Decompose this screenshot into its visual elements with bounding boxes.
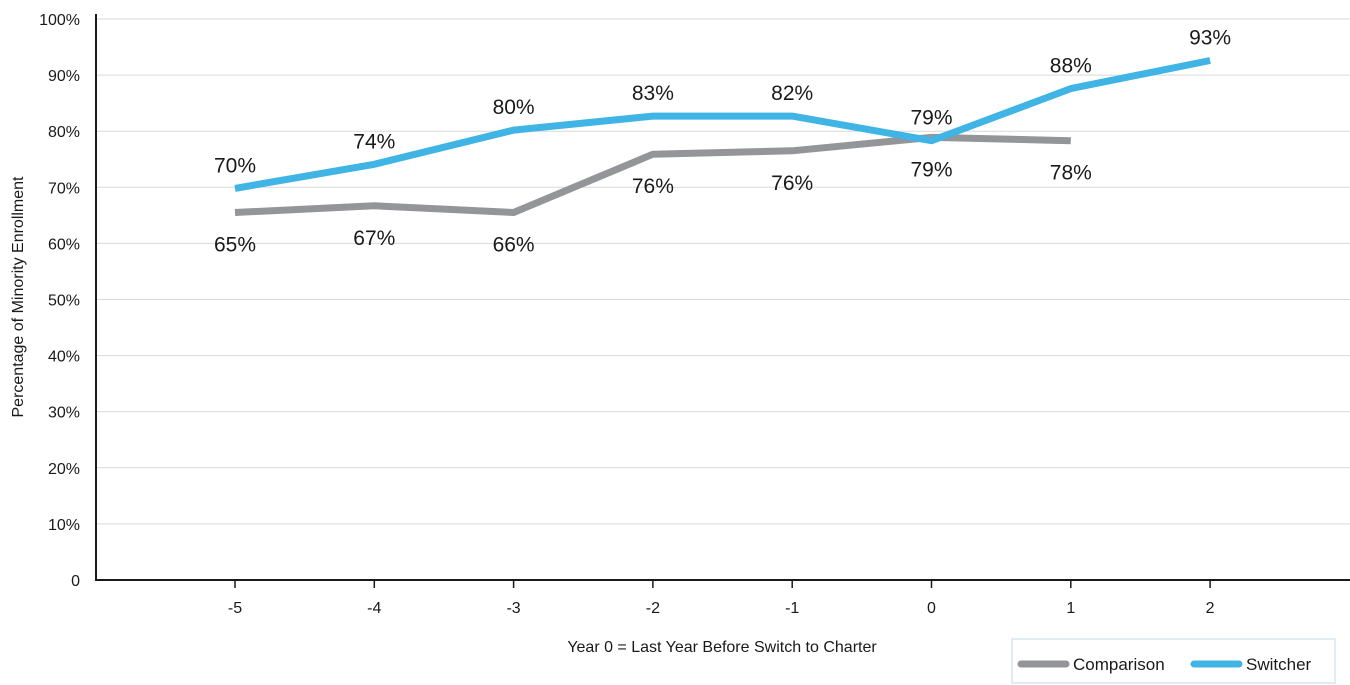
y-tick-label: 90%: [48, 68, 80, 85]
gridlines: [96, 18, 1350, 525]
data-label-switcher: 70%: [214, 154, 256, 177]
x-tick-label: -4: [367, 600, 381, 617]
data-label-comparison: 66%: [493, 234, 535, 257]
y-tick-label: 10%: [48, 517, 80, 534]
y-tick-label: 0: [71, 573, 80, 590]
series-lines: [234, 57, 1211, 216]
y-tick-label: 70%: [48, 180, 80, 197]
data-label-switcher: 74%: [353, 130, 395, 153]
legend-label-comparison: Comparison: [1073, 655, 1165, 674]
x-tick-label: 1: [1066, 600, 1075, 617]
x-tick-label: 0: [927, 600, 936, 617]
x-axis-ticks: -5 -4 -3 -2 -1 0 1 2: [228, 580, 1215, 617]
y-tick-label: 20%: [48, 461, 80, 478]
y-tick-label: 50%: [48, 293, 80, 310]
legend: Comparison Switcher: [1011, 638, 1336, 684]
data-label-comparison: 79%: [910, 158, 952, 181]
data-label-switcher: 83%: [632, 82, 674, 105]
y-tick-label: 30%: [48, 405, 80, 422]
data-label-comparison: 67%: [353, 227, 395, 250]
data-label-switcher: 80%: [493, 96, 535, 119]
series-line-switcher: [234, 57, 1211, 192]
y-axis-title: Percentage of Minority Enrollment: [10, 176, 27, 418]
data-label-comparison: 76%: [632, 175, 674, 198]
data-label-comparison: 78%: [1050, 162, 1092, 185]
y-tick-label: 40%: [48, 349, 80, 366]
x-tick-label: -3: [506, 600, 520, 617]
data-label-switcher: 79%: [910, 107, 952, 130]
data-label-switcher: 88%: [1050, 55, 1092, 78]
x-tick-label: 2: [1206, 600, 1215, 617]
y-tick-label: 60%: [48, 236, 80, 253]
y-axis-ticks: 0 10% 20% 30% 40% 50% 60% 70% 80% 90% 100%: [39, 12, 80, 590]
x-axis-title: Year 0 = Last Year Before Switch to Char…: [567, 639, 877, 656]
y-tick-label: 80%: [48, 124, 80, 141]
x-tick-label: -2: [646, 600, 660, 617]
data-label-comparison: 65%: [214, 234, 256, 257]
data-label-comparison: 76%: [771, 172, 813, 195]
x-tick-label: -5: [228, 600, 242, 617]
y-tick-label: 100%: [39, 12, 80, 29]
data-labels: 65% 67% 66% 76% 76% 79% 78% 70% 74% 80% 83% 82% 79% 8…: [214, 27, 1231, 257]
legend-label-switcher: Switcher: [1246, 655, 1312, 674]
data-label-switcher: 82%: [771, 82, 813, 105]
data-label-switcher: 93%: [1189, 27, 1231, 50]
x-tick-label: -1: [785, 600, 799, 617]
